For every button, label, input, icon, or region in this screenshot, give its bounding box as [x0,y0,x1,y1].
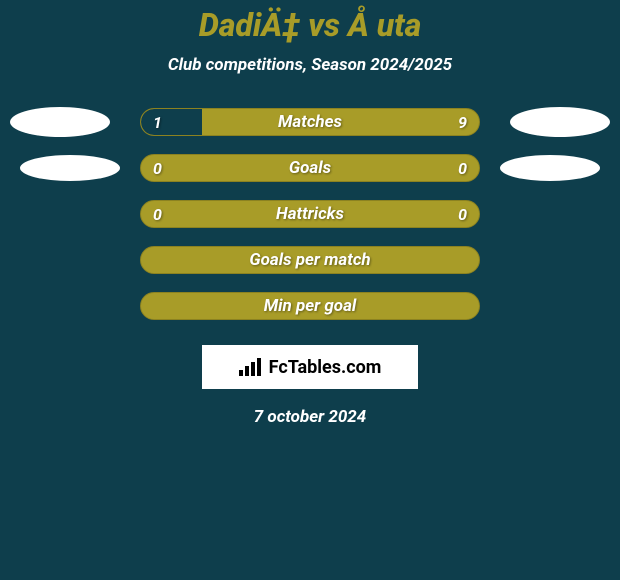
stat-row-matches: 1 Matches 9 [0,105,620,139]
avatar-left [10,107,110,137]
stat-label: Goals per match [249,250,370,270]
stat-row-mpg: Min per goal [0,289,620,323]
avatar-right [510,107,610,137]
date-text: 7 october 2024 [0,407,620,427]
title-player-left: DadiÄ‡ [199,6,301,44]
title-vs: vs [308,6,340,44]
stat-value-right: 9 [458,113,467,132]
stat-bar: 0 Goals 0 [140,154,480,182]
comparison-widget: DadiÄ‡ vs Å uta Club competitions, Seaso… [0,0,620,580]
stat-label: Goals [289,158,331,178]
stat-row-hattricks: 0 Hattricks 0 [0,197,620,231]
avatar-left-small [20,155,120,181]
stat-label: Matches [278,112,342,132]
stat-label: Hattricks [276,204,344,224]
stat-value-left: 0 [153,159,162,178]
stat-row-goals: 0 Goals 0 [0,151,620,185]
stat-value-left: 1 [153,113,162,132]
stat-label: Min per goal [264,296,357,316]
stat-value-left: 0 [153,205,162,224]
stat-row-gpm: Goals per match [0,243,620,277]
stat-bar-fill [141,109,202,135]
stat-bar: Min per goal [140,292,480,320]
stat-bar: 1 Matches 9 [140,108,480,136]
fctables-logo[interactable]: FcTables.com [202,345,418,389]
stat-bar: 0 Hattricks 0 [140,200,480,228]
avatar-right-small [500,155,600,181]
subtitle: Club competitions, Season 2024/2025 [0,55,620,75]
stat-value-right: 0 [458,159,467,178]
stat-value-right: 0 [458,205,467,224]
chart-icon [239,358,263,376]
stat-bar: Goals per match [140,246,480,274]
logo-text: FcTables.com [269,357,382,378]
page-title: DadiÄ‡ vs Å uta [0,8,620,43]
title-player-right: Å uta [348,6,421,44]
